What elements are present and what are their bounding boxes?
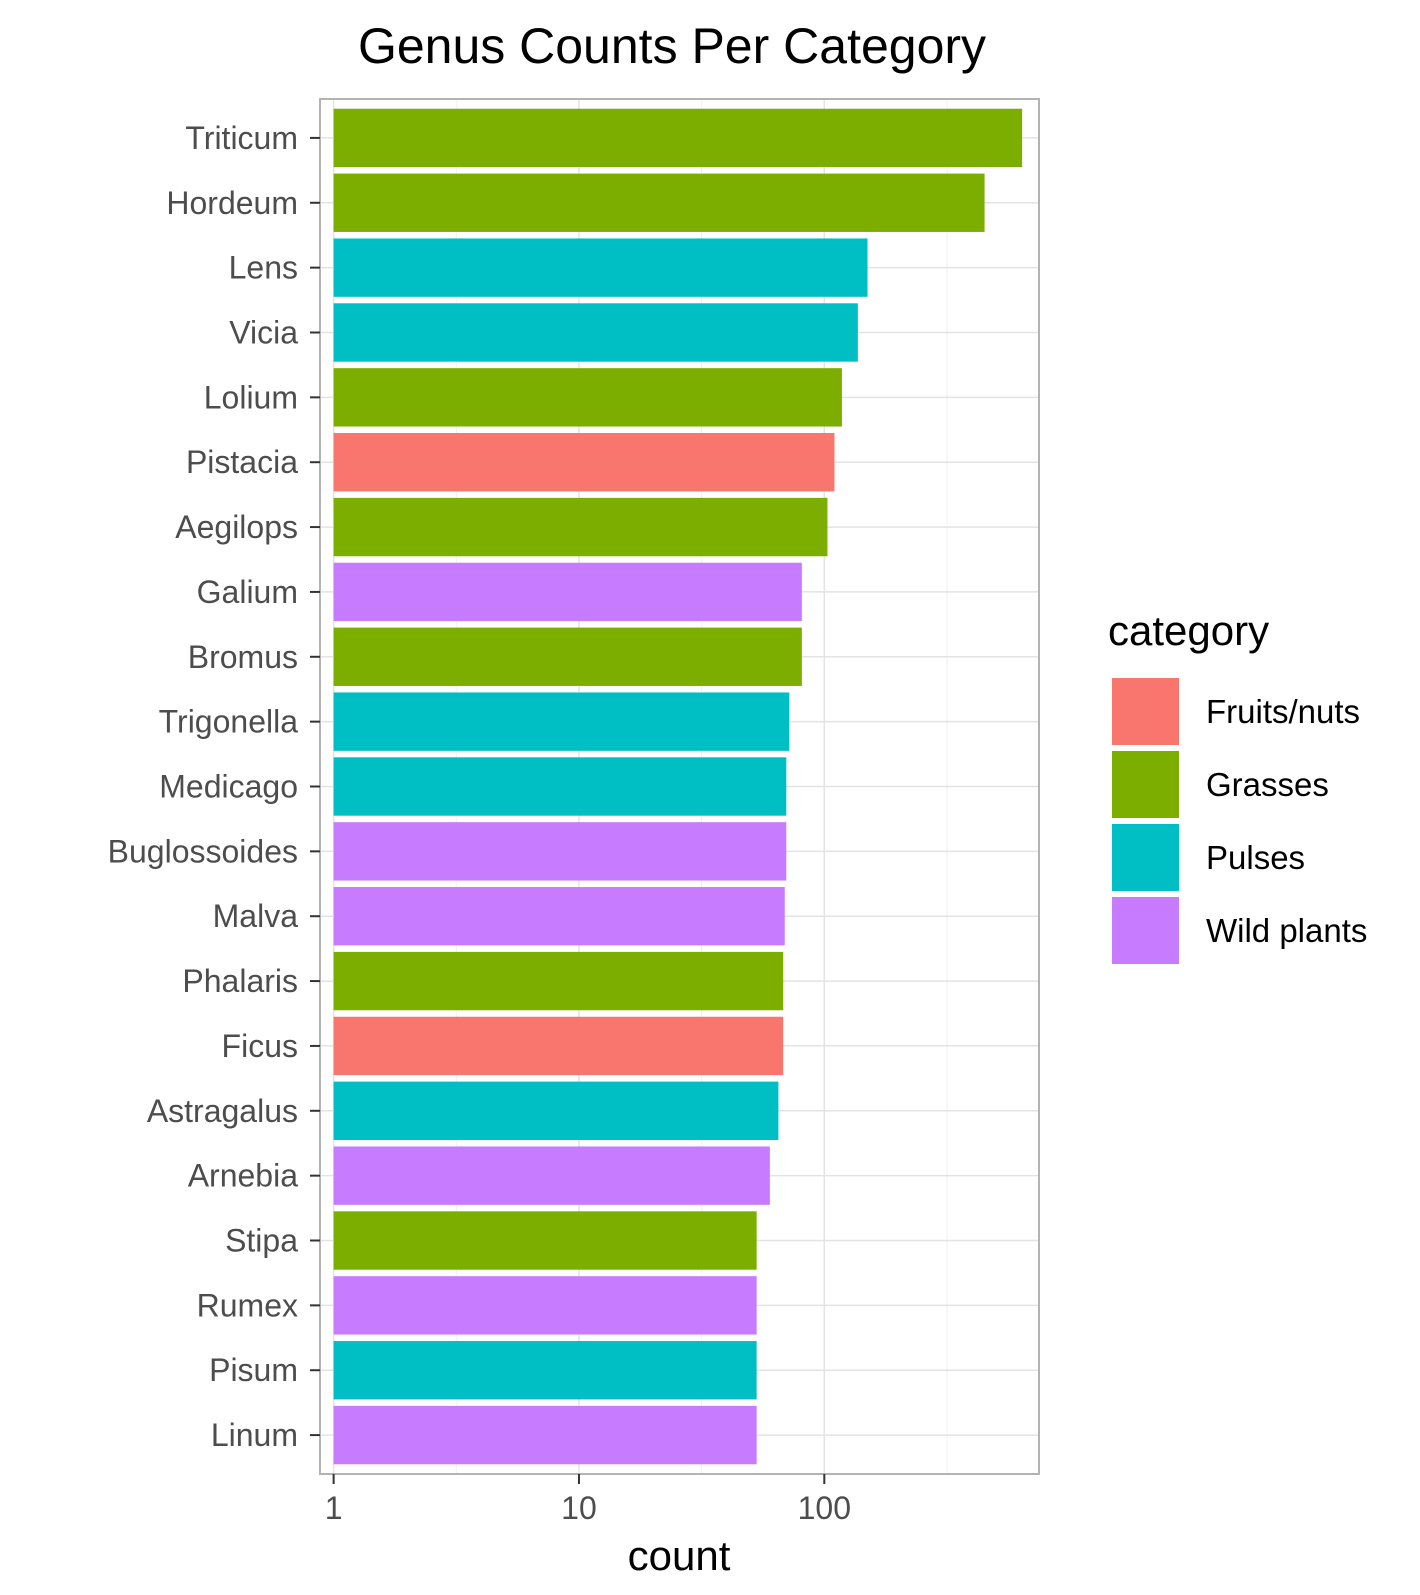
y-tick-label: Aegilops [175, 509, 298, 545]
x-tick-label: 100 [798, 1490, 851, 1526]
legend: category Fruits/nuts Grasses Pulses Wild pl… [1108, 607, 1367, 964]
bar-trigonella [333, 692, 790, 751]
y-tick-label: Linum [211, 1417, 298, 1453]
y-axis: Triticum Hordeum Lens Vicia Lolium Pistacia Ae… [108, 120, 320, 1453]
legend-swatch [1112, 751, 1179, 818]
bar-bromus [333, 627, 802, 686]
legend-label: Fruits/nuts [1206, 693, 1360, 730]
legend-label: Wild plants [1206, 912, 1367, 949]
bar-linum [333, 1405, 757, 1465]
x-tick-label: 10 [561, 1490, 597, 1526]
bar-phalaris [333, 951, 784, 1011]
y-tick-label: Buglossoides [108, 833, 298, 869]
legend-title: category [1108, 607, 1269, 654]
y-tick-label: Pisum [209, 1352, 298, 1388]
legend-label: Pulses [1206, 839, 1305, 876]
y-tick-label: Malva [213, 898, 299, 934]
x-axis-label: count [628, 1532, 731, 1579]
chart-title: Genus Counts Per Category [358, 18, 986, 74]
y-tick-label: Rumex [197, 1287, 298, 1323]
legend-label: Grasses [1206, 766, 1329, 803]
y-tick-label: Lolium [204, 379, 298, 415]
bar-vicia [333, 303, 858, 362]
bar-astragalus [333, 1081, 779, 1140]
y-tick-label: Medicago [159, 769, 298, 805]
bar-galium [333, 562, 802, 622]
bar-lens [333, 238, 868, 297]
bar-ficus [333, 1016, 784, 1076]
bar-pistacia [333, 433, 835, 492]
y-tick-label: Phalaris [182, 963, 298, 999]
y-tick-label: Astragalus [147, 1093, 298, 1129]
y-tick-label: Ficus [222, 1028, 298, 1064]
y-tick-label: Galium [197, 574, 298, 610]
x-tick-label: 1 [325, 1490, 343, 1526]
bar-triticum [333, 108, 1023, 168]
bar-buglossoides [333, 822, 787, 881]
bar-medicago [333, 757, 787, 816]
bar-aegilops [333, 497, 828, 557]
bar-malva [333, 887, 785, 946]
legend-swatch [1112, 897, 1179, 964]
legend-items: Fruits/nuts Grasses Pulses Wild plants [1112, 678, 1367, 964]
bar-hordeum [333, 173, 985, 232]
bars [333, 108, 1023, 1465]
y-tick-label: Stipa [225, 1223, 298, 1259]
bar-stipa [333, 1211, 757, 1270]
y-tick-label: Bromus [188, 639, 298, 675]
x-axis: 1 10 100 [325, 1474, 851, 1526]
bar-lolium [333, 368, 842, 427]
bar-rumex [333, 1276, 757, 1335]
y-tick-label: Hordeum [166, 185, 298, 221]
y-tick-label: Arnebia [188, 1158, 299, 1194]
y-tick-label: Trigonella [159, 704, 299, 740]
y-tick-label: Pistacia [186, 444, 298, 480]
legend-swatch [1112, 678, 1179, 745]
legend-swatch [1112, 824, 1179, 891]
y-tick-label: Triticum [185, 120, 298, 156]
bar-pisum [333, 1341, 757, 1400]
y-tick-label: Lens [229, 250, 298, 286]
bar-arnebia [333, 1146, 770, 1205]
y-tick-label: Vicia [229, 314, 298, 350]
